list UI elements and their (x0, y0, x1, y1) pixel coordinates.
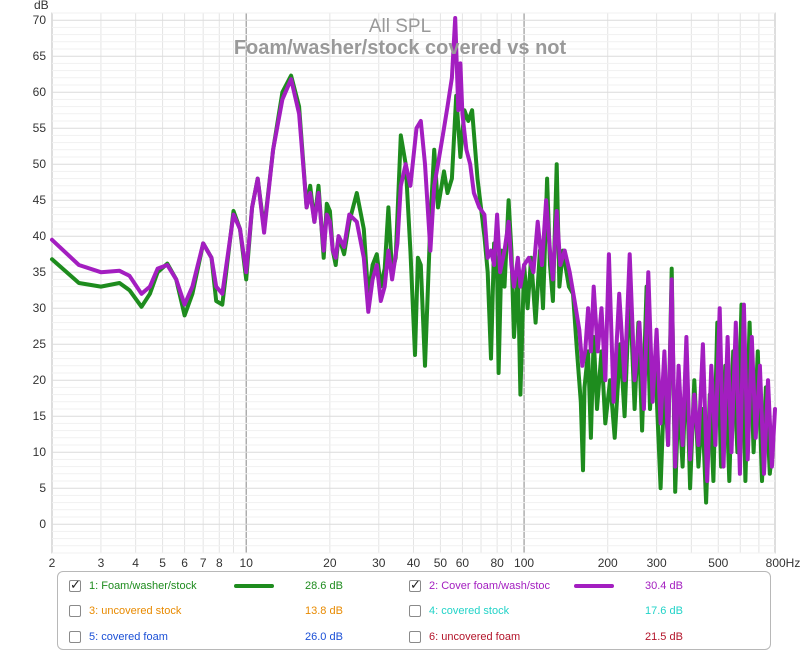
x-tick-label: 2 (49, 556, 56, 570)
legend-entry-name: 6: uncovered foam (429, 631, 521, 643)
y-tick-label: 25 (33, 337, 47, 351)
legend-checkbox[interactable] (69, 605, 81, 617)
x-tick-label: 5 (159, 556, 166, 570)
legend-entry: 5: covered foam 26.0 dB (58, 629, 398, 645)
y-tick-label: 60 (33, 85, 47, 99)
y-tick-label: 70 (33, 13, 47, 27)
y-tick-label: 15 (33, 409, 47, 423)
legend-entry-value: 26.0 dB (305, 631, 343, 643)
x-tick-label: 200 (598, 556, 618, 570)
y-tick-label: 10 (33, 445, 47, 459)
y-tick-label: 0 (39, 517, 46, 531)
legend-entry: 6: uncovered foam 21.5 dB (398, 629, 738, 645)
legend-entry-name: 5: covered foam (89, 631, 168, 643)
legend-entry-name: 4: covered stock (429, 605, 510, 617)
legend-entry: ✓ 1: Foam/washer/stock 28.6 dB (58, 578, 398, 594)
legend-entry: 3: uncovered stock 13.8 dB (58, 603, 398, 619)
y-axis-label: dB (34, 0, 49, 12)
legend-checkbox[interactable]: ✓ (69, 578, 81, 593)
legend-entry-name: 1: Foam/washer/stock (89, 580, 197, 592)
y-tick-label: 35 (33, 265, 47, 279)
legend-entry-name: 2: Cover foam/wash/stoc (429, 580, 551, 592)
x-tick-label: 3 (98, 556, 105, 570)
y-tick-label: 45 (33, 193, 47, 207)
x-tick-label: 300 (647, 556, 667, 570)
legend-line-swatch (234, 584, 274, 588)
y-tick-label: 40 (33, 229, 47, 243)
legend-entry: 4: covered stock 17.6 dB (398, 603, 738, 619)
x-tick-label: 40 (407, 556, 421, 570)
legend-checkbox[interactable] (69, 631, 81, 643)
y-tick-label: 50 (33, 157, 47, 171)
legend-checkbox[interactable] (409, 631, 421, 643)
legend-entry-value: 28.6 dB (305, 580, 343, 592)
legend-entry-value: 21.5 dB (645, 631, 683, 643)
x-tick-label: 20 (323, 556, 337, 570)
y-tick-label: 5 (39, 481, 46, 495)
x-tick-label: 7 (200, 556, 207, 570)
checkmark-icon: ✓ (70, 578, 81, 593)
x-tick-label: 800Hz (766, 556, 800, 570)
legend-panel: ✓ 1: Foam/washer/stock 28.6 dB ✓ 2: Cover fo… (57, 571, 771, 650)
legend-entry-value: 17.6 dB (645, 605, 683, 617)
y-tick-label: 30 (33, 301, 47, 315)
chart-title: All SPL (369, 16, 431, 37)
legend-line-swatch (574, 584, 614, 588)
x-tick-label: 50 (434, 556, 448, 570)
x-axis: 2 3 4 5 6 7 8 10 20 30 40 50 60 80 100 200 300 500 800Hz (49, 556, 800, 570)
y-tick-label: 20 (33, 373, 47, 387)
x-tick-label: 80 (490, 556, 504, 570)
series-line-2 (50, 16, 777, 483)
x-tick-label: 8 (216, 556, 223, 570)
x-tick-label: 500 (708, 556, 728, 570)
x-tick-label: 30 (372, 556, 386, 570)
grid-lines (52, 12, 775, 554)
legend-entry-value: 13.8 dB (305, 605, 343, 617)
legend-entry-name: 3: uncovered stock (89, 605, 182, 617)
legend-entry: ✓ 2: Cover foam/wash/stoc 30.4 dB (398, 578, 738, 594)
y-axis: 0 5 10 15 20 25 30 35 40 45 50 55 60 65 70 (33, 13, 47, 531)
series-group (50, 16, 777, 505)
chart-subtitle: Foam/washer/stock covered vs not (234, 37, 567, 59)
legend-checkbox[interactable]: ✓ (409, 578, 421, 593)
y-tick-label: 65 (33, 49, 47, 63)
x-tick-label: 4 (132, 556, 139, 570)
checkmark-icon: ✓ (410, 578, 421, 593)
y-tick-label: 55 (33, 121, 47, 135)
legend-entry-value: 30.4 dB (645, 580, 683, 592)
legend-checkbox[interactable] (409, 605, 421, 617)
x-tick-label: 100 (514, 556, 534, 570)
x-tick-label: 60 (456, 556, 470, 570)
x-tick-label: 6 (181, 556, 188, 570)
x-tick-label: 10 (240, 556, 254, 570)
